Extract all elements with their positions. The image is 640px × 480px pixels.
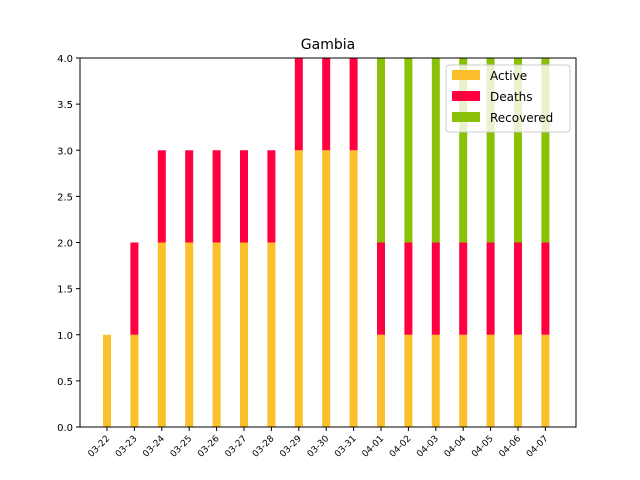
bar-deaths-04-01 <box>377 242 385 335</box>
bar-active-03-30 <box>322 150 331 427</box>
bar-recovered-04-04 <box>459 58 468 243</box>
bar-deaths-04-05 <box>486 242 495 335</box>
x-tick-label: 04-05 <box>470 434 496 460</box>
x-tick-label: 04-03 <box>415 434 441 460</box>
bar-active-04-02 <box>404 334 413 427</box>
y-tick-label: 1.0 <box>57 331 73 342</box>
x-tick-label: 03-22 <box>87 434 113 460</box>
bar-active-04-07 <box>541 334 550 427</box>
bar-active-03-24 <box>157 242 166 427</box>
bar-active-03-25 <box>185 242 194 427</box>
legend-swatch-recovered <box>452 112 480 122</box>
legend-label-deaths: Deaths <box>490 90 533 104</box>
y-tick-label: 2.5 <box>57 192 73 203</box>
x-tick-label: 03-31 <box>333 434 359 460</box>
x-tick-label: 04-07 <box>525 434 551 460</box>
x-tick-label: 04-02 <box>388 434 414 460</box>
x-tick-label: 03-25 <box>169 434 195 460</box>
bar-active-03-22 <box>103 334 111 427</box>
bar-recovered-04-07 <box>541 58 550 243</box>
bar-active-04-05 <box>486 334 495 427</box>
legend-label-active: Active <box>490 69 527 83</box>
bar-active-04-03 <box>431 334 440 427</box>
x-tick-label: 04-06 <box>498 434 524 460</box>
bar-active-03-31 <box>349 150 358 427</box>
x-tick-label: 04-04 <box>443 434 469 460</box>
legend-swatch-deaths <box>452 91 480 101</box>
bar-deaths-03-23 <box>130 242 139 335</box>
bar-deaths-04-04 <box>459 242 468 335</box>
bar-active-03-27 <box>240 242 248 427</box>
bar-deaths-04-03 <box>431 242 440 335</box>
y-tick-label: 3.0 <box>57 146 73 157</box>
bar-deaths-03-28 <box>267 150 276 243</box>
x-tick-label: 04-01 <box>361 434 387 460</box>
chart-title: Gambia <box>301 37 355 53</box>
bar-deaths-03-26 <box>212 150 221 243</box>
bar-recovered-04-05 <box>486 58 495 243</box>
x-tick-label: 03-23 <box>114 434 140 460</box>
y-tick-label: 4.0 <box>57 54 73 65</box>
y-axis: 0.0 0.5 1.0 1.5 2.0 2.5 3.0 3.5 4.0 <box>57 54 80 434</box>
y-tick-label: 2.0 <box>57 239 73 250</box>
y-tick-label: 1.5 <box>57 285 73 296</box>
bars-group <box>103 58 550 427</box>
bar-active-03-29 <box>294 150 303 427</box>
bar-deaths-03-31 <box>349 58 358 151</box>
x-tick-label: 03-27 <box>224 434 250 460</box>
bar-recovered-04-02 <box>404 58 413 243</box>
x-axis: 03-22 03-23 03-24 03-25 03-26 03-27 03-28 03-29… <box>87 427 551 460</box>
bar-deaths-03-27 <box>240 150 248 243</box>
bar-recovered-04-06 <box>514 58 522 243</box>
bar-deaths-03-29 <box>294 58 303 151</box>
y-tick-label: 3.5 <box>57 100 73 111</box>
x-tick-label: 03-28 <box>251 434 277 460</box>
y-tick-label: 0.5 <box>57 377 73 388</box>
bar-deaths-04-07 <box>541 242 550 335</box>
legend: Active Deaths Recovered <box>445 64 571 133</box>
bar-active-04-06 <box>514 334 522 427</box>
x-tick-label: 03-24 <box>141 434 167 460</box>
bar-deaths-04-06 <box>514 242 522 335</box>
bar-deaths-03-30 <box>322 58 331 151</box>
bar-active-03-23 <box>130 334 139 427</box>
bar-deaths-03-24 <box>157 150 166 243</box>
x-tick-label: 03-26 <box>196 434 222 460</box>
bar-recovered-04-03 <box>431 58 440 243</box>
bar-active-04-04 <box>459 334 468 427</box>
legend-label-recovered: Recovered <box>490 111 553 125</box>
bar-deaths-04-02 <box>404 242 413 335</box>
bar-recovered-04-01 <box>377 58 385 243</box>
legend-swatch-active <box>452 70 480 80</box>
y-tick-label: 0.0 <box>57 423 73 434</box>
x-tick-label: 03-29 <box>278 434 304 460</box>
x-tick-label: 03-30 <box>306 434 332 460</box>
bar-active-03-26 <box>212 242 221 427</box>
bar-active-04-01 <box>377 334 385 427</box>
bar-active-03-28 <box>267 242 276 427</box>
bar-deaths-03-25 <box>185 150 194 243</box>
